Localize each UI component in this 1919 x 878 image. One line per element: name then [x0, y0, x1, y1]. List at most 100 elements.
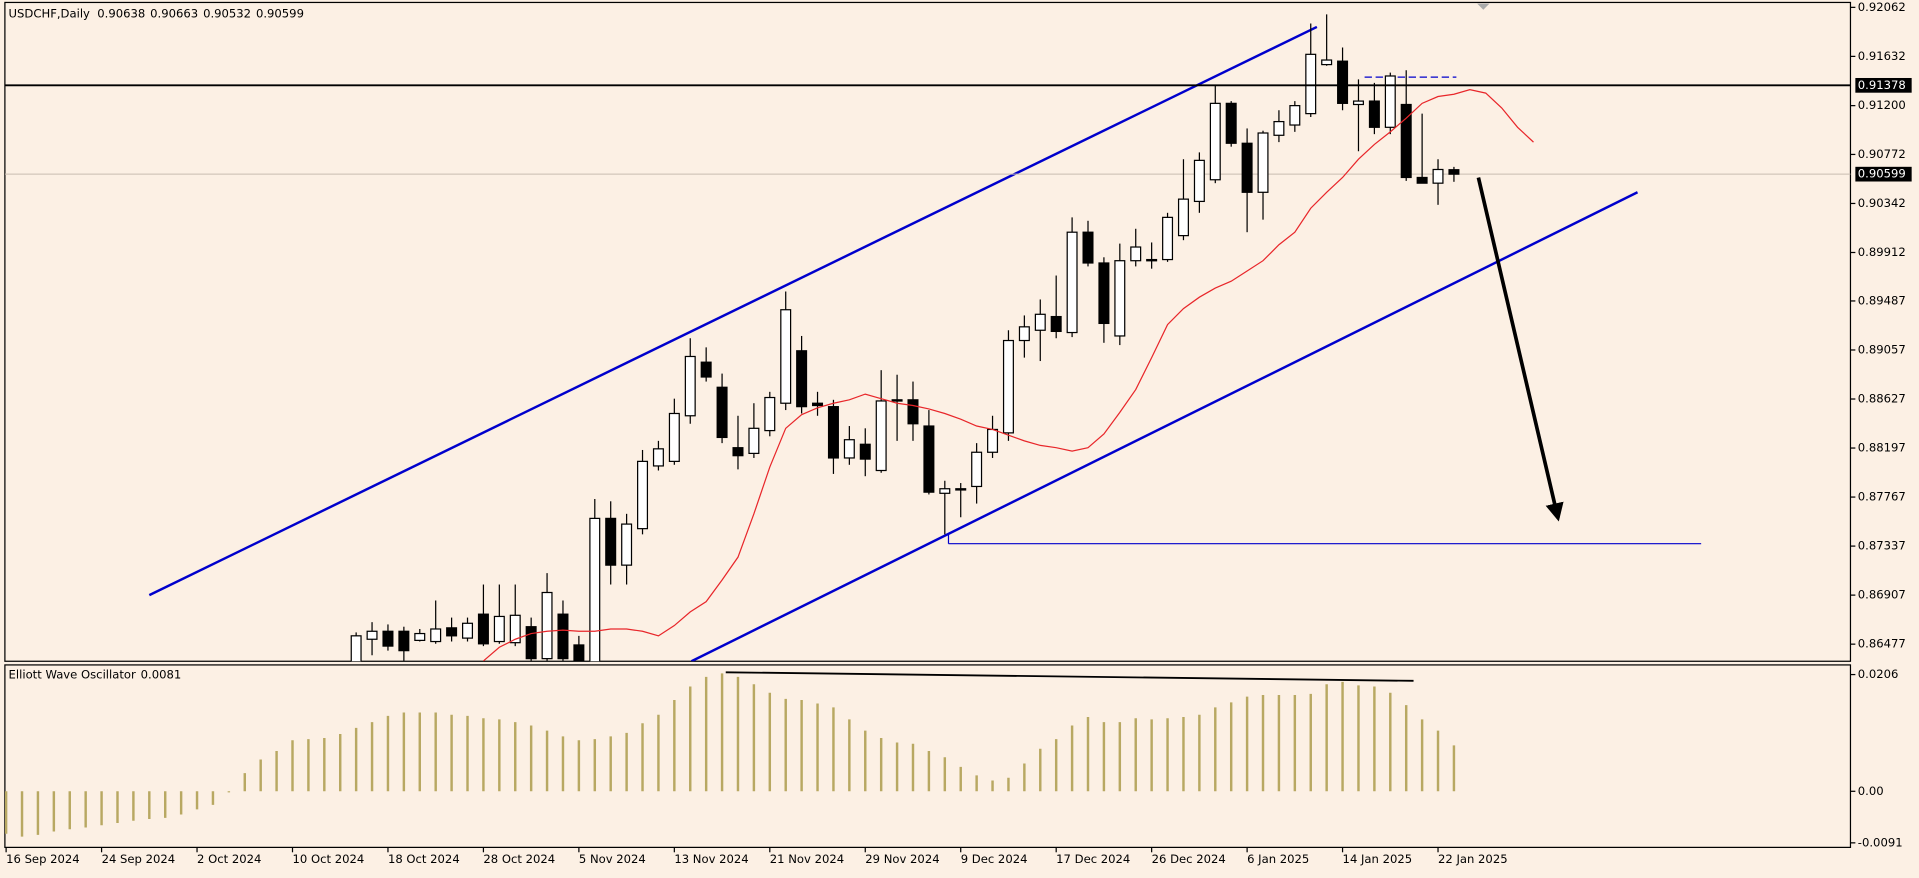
- candle-body: [923, 425, 935, 493]
- candle-body: [430, 628, 442, 643]
- channel-upper: [148, 25, 1318, 597]
- candle-body: [1114, 260, 1126, 337]
- x-tick-label: 14 Jan 2025: [1343, 852, 1413, 866]
- candle-body: [1130, 246, 1142, 262]
- oscillator-panel: [4, 664, 1852, 848]
- x-tick-label: 10 Oct 2024: [293, 852, 365, 866]
- y-tick-label: 0.91200: [1858, 98, 1906, 112]
- candle-body: [541, 591, 553, 660]
- candle-body: [812, 402, 824, 407]
- candle-body: [366, 630, 378, 640]
- candle-body: [350, 635, 362, 662]
- x-tick-label: 13 Nov 2024: [674, 852, 748, 866]
- candle-body: [1337, 60, 1349, 104]
- candle-body: [716, 386, 728, 439]
- channel-lower: [690, 191, 1639, 662]
- candle-body: [1400, 103, 1412, 179]
- last-price-label-box: [1855, 166, 1912, 182]
- candle-body: [1002, 339, 1014, 434]
- candle-body: [1066, 231, 1078, 334]
- x-tick-label: 17 Dec 2024: [1056, 852, 1130, 866]
- y-tick-label: 0.00: [1858, 784, 1884, 798]
- y-tick-label: 0.92062: [1858, 0, 1906, 14]
- candle-body: [414, 632, 426, 642]
- candle-body: [589, 517, 601, 662]
- y-tick-label: 0.86477: [1858, 637, 1906, 651]
- candle-body: [1352, 100, 1364, 106]
- candle-body: [1257, 132, 1269, 193]
- candle-body: [859, 443, 871, 460]
- candle-body: [557, 613, 569, 660]
- high-value: 0.90663: [150, 6, 198, 20]
- divergence-line: [725, 671, 1414, 682]
- candle-body: [446, 627, 458, 637]
- x-tick-label: 26 Dec 2024: [1152, 852, 1226, 866]
- forecast-arrow: [1476, 177, 1564, 522]
- low-value: 0.90532: [203, 6, 251, 20]
- candle-body: [1098, 262, 1110, 325]
- y-tick-label: 0.88627: [1858, 392, 1906, 406]
- candle-body: [652, 448, 664, 467]
- candle-body: [605, 517, 617, 566]
- y-tick-label: 0.0206: [1858, 667, 1899, 681]
- y-tick-label: 0.90342: [1858, 196, 1906, 210]
- candle-body: [1321, 59, 1333, 66]
- oscillator-title: Elliott Wave Oscillator: [9, 667, 136, 681]
- candle-body: [1082, 231, 1094, 264]
- x-tick-label: 16 Sep 2024: [6, 852, 80, 866]
- level-label-box: [1855, 77, 1912, 93]
- candle-body: [764, 396, 776, 432]
- x-tick-label: 5 Nov 2024: [579, 852, 646, 866]
- candle-body: [748, 427, 760, 455]
- candle-body: [477, 613, 489, 645]
- candle-body: [1162, 216, 1174, 261]
- candle-body: [971, 451, 983, 488]
- oscillator-current: 0.0081: [141, 667, 182, 681]
- oscillator-header: Elliott Wave Oscillator 0.0081: [9, 667, 182, 681]
- candle-body: [1416, 176, 1428, 184]
- y-tick-label: 0.86907: [1858, 588, 1906, 602]
- candle-body: [1050, 315, 1062, 333]
- y-tick-label: 0.89912: [1858, 245, 1906, 259]
- candle-body: [1241, 142, 1253, 193]
- candle-body: [1209, 102, 1221, 181]
- candle-body: [684, 355, 696, 417]
- y-tick-label: 0.90772: [1858, 147, 1906, 161]
- candle-body: [573, 644, 585, 662]
- level-label: 0.91378: [1858, 78, 1906, 92]
- price-plot: [4, 3, 1851, 662]
- candle-body: [843, 439, 855, 459]
- candle-body: [1225, 102, 1237, 144]
- candle-body: [987, 428, 999, 453]
- y-tick-label: -0.0091: [1858, 835, 1903, 849]
- x-tick-label: 28 Oct 2024: [483, 852, 555, 866]
- candle-body: [1034, 313, 1046, 331]
- x-tick-label: 18 Oct 2024: [388, 852, 460, 866]
- candle-body: [1018, 326, 1030, 342]
- price-panel: [4, 1, 1852, 662]
- candle-body: [1193, 159, 1205, 203]
- candle-body: [1273, 120, 1285, 136]
- candle-body: [668, 412, 680, 462]
- candle-body: [1289, 105, 1301, 126]
- candle-body: [1384, 75, 1396, 128]
- candle-body: [875, 400, 887, 472]
- close-value: 0.90599: [256, 6, 304, 20]
- open-value: 0.90638: [97, 6, 145, 20]
- candle-body: [493, 615, 505, 643]
- candle-body: [1448, 169, 1460, 175]
- chart-header: USDCHF,Daily 0.90638 0.90663 0.90532 0.90599: [9, 6, 304, 20]
- x-tick-label: 22 Jan 2025: [1438, 852, 1508, 866]
- candle-body: [955, 488, 967, 491]
- candle-body: [891, 399, 903, 402]
- candle-body: [398, 630, 410, 652]
- last-price-label: 0.90599: [1858, 167, 1906, 181]
- x-tick-label: 24 Sep 2024: [102, 852, 176, 866]
- x-tick-label: 29 Nov 2024: [865, 852, 939, 866]
- candle-body: [1432, 168, 1444, 184]
- y-tick-label: 0.89487: [1858, 293, 1906, 307]
- candle-body: [1305, 53, 1317, 115]
